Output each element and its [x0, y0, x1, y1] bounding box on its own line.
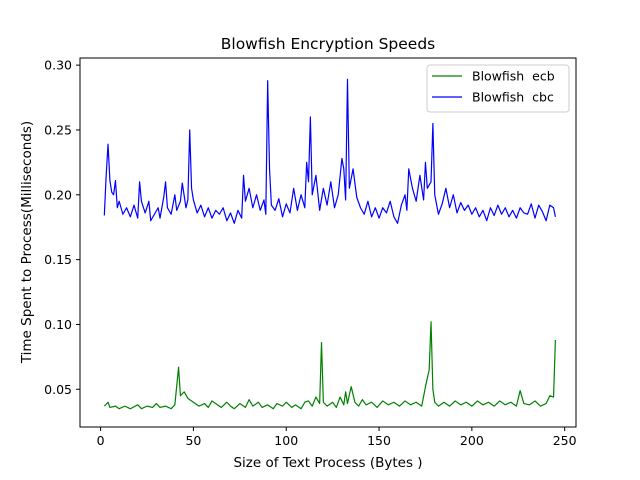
x-tick-label: 0 — [97, 433, 105, 448]
series-line-cbc — [103, 78, 556, 224]
y-tick-label: 0.25 — [44, 122, 72, 137]
legend-label-ecb: Blowfish ecb — [472, 69, 555, 84]
plot-frame — [79, 57, 577, 428]
x-tick-label: 200 — [460, 433, 484, 448]
y-axis-ticks: 0.05 0.10 0.15 0.20 0.25 0.30 — [44, 58, 80, 397]
legend: Blowfish ecb Blowfish cbc — [426, 64, 570, 113]
chart-title: Blowfish Encryption Speeds — [221, 35, 436, 53]
y-tick-label: 0.05 — [44, 382, 72, 397]
x-axis-ticks: 0 50 100 150 200 250 — [97, 427, 577, 448]
y-tick-label: 0.20 — [44, 187, 72, 202]
x-tick-label: 250 — [553, 433, 577, 448]
y-axis-label: Time Spent to Process(Milliseconds) — [19, 121, 35, 364]
y-tick-label: 0.15 — [44, 252, 72, 267]
legend-label-cbc: Blowfish cbc — [472, 90, 554, 105]
x-tick-label: 150 — [367, 433, 391, 448]
x-axis-label: Size of Text Process (Bytes ) — [233, 455, 422, 471]
x-tick-label: 50 — [185, 433, 201, 448]
y-tick-label: 0.10 — [44, 317, 72, 332]
series-layer — [103, 78, 556, 410]
y-tick-label: 0.30 — [44, 58, 72, 73]
legend-box — [426, 64, 570, 113]
series-line-ecb — [103, 321, 556, 410]
x-tick-label: 100 — [274, 433, 298, 448]
